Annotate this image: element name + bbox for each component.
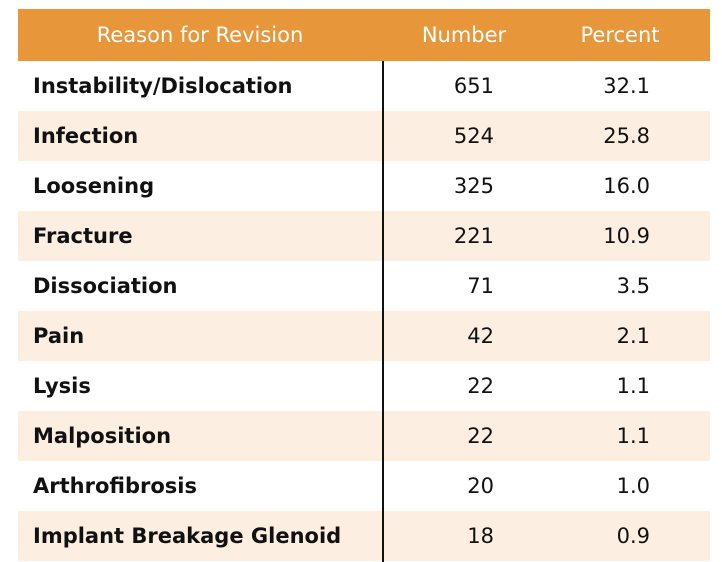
cell-percent: 10.9 — [603, 224, 650, 248]
cell-number: 71 — [467, 274, 494, 298]
table-row: Infection 524 25.8 — [18, 111, 710, 161]
cell-percent: 3.5 — [616, 274, 650, 298]
table-row: Lysis 22 1.1 — [18, 361, 710, 411]
cell-percent: 32.1 — [603, 74, 650, 98]
cell-number: 524 — [453, 124, 494, 148]
cell-number: 221 — [453, 224, 494, 248]
revision-table: Reason for Revision Number Percent Insta… — [18, 9, 710, 561]
cell-reason: Loosening — [33, 174, 155, 198]
table-row: Pain 42 2.1 — [18, 311, 710, 361]
table-row: Loosening 325 16.0 — [18, 161, 710, 211]
cell-percent: 2.1 — [616, 324, 650, 348]
column-header-percent: Percent — [580, 23, 660, 47]
column-header-number: Number — [421, 23, 507, 47]
cell-percent: 1.1 — [616, 424, 650, 448]
cell-number: 18 — [467, 524, 494, 548]
table-row: Fracture 221 10.9 — [18, 211, 710, 261]
cell-percent: 1.0 — [616, 474, 650, 498]
table-row: Dissociation 71 3.5 — [18, 261, 710, 311]
cell-percent: 0.9 — [616, 524, 650, 548]
cell-reason: Arthrofibrosis — [33, 474, 197, 498]
cell-percent: 1.1 — [616, 374, 650, 398]
cell-reason: Instability/Dislocation — [33, 74, 293, 98]
cell-reason: Malposition — [33, 424, 172, 448]
cell-number: 22 — [467, 374, 494, 398]
cell-number: 651 — [453, 74, 494, 98]
column-divider — [382, 61, 384, 562]
cell-reason: Implant Breakage Glenoid — [33, 524, 342, 548]
cell-percent: 25.8 — [603, 124, 650, 148]
table-header: Reason for Revision Number Percent — [18, 9, 710, 61]
table-row: Instability/Dislocation 651 32.1 — [18, 61, 710, 111]
cell-number: 22 — [467, 424, 494, 448]
cell-reason: Pain — [33, 324, 85, 348]
cell-reason: Lysis — [33, 374, 91, 398]
cell-reason: Infection — [33, 124, 139, 148]
column-header-reason: Reason for Revision — [96, 23, 304, 47]
table-row: Arthrofibrosis 20 1.0 — [18, 461, 710, 511]
cell-number: 20 — [467, 474, 494, 498]
table-row: Implant Breakage Glenoid 18 0.9 — [18, 511, 710, 561]
cell-percent: 16.0 — [603, 174, 650, 198]
cell-reason: Dissociation — [33, 274, 178, 298]
cell-number: 325 — [453, 174, 494, 198]
cell-number: 42 — [467, 324, 494, 348]
cell-reason: Fracture — [33, 224, 133, 248]
table-row: Malposition 22 1.1 — [18, 411, 710, 461]
table-body: Instability/Dislocation 651 32.1 Infection 5… — [18, 61, 710, 561]
